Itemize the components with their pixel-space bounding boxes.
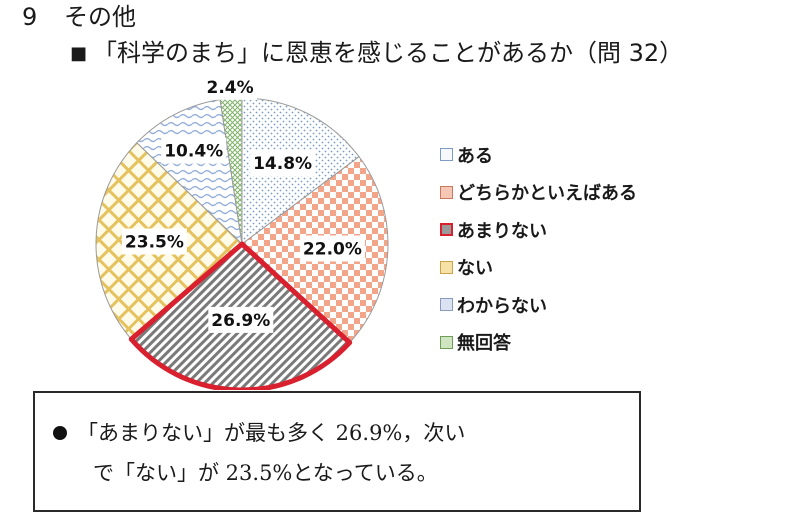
legend-label: 無回答 <box>457 333 511 355</box>
summary-box: 「あまりない」が最も多く 26.9%，次い で「ない」が 23.5%となっている… <box>33 391 641 512</box>
square-bullet-icon: ■ <box>70 43 88 64</box>
question-title-row: ■ 「科学のまち」に恩恵を感じることがあるか（問 32） <box>70 36 683 73</box>
legend: ある どちらかといえばある あまりない ない わからない 無回答 <box>440 136 637 361</box>
legend-item: わからない <box>440 286 637 324</box>
legend-item: ある <box>440 136 637 174</box>
summary-text-2: で「ない」が 23.5%となっている。 <box>93 461 438 485</box>
summary-text-1: 「あまりない」が最も多く 26.9%，次い <box>77 421 466 445</box>
slice-value-label: 2.4% <box>207 78 254 98</box>
slice-value-label: 23.5% <box>125 233 184 253</box>
slice-value-label: 22.0% <box>303 240 362 260</box>
legend-item: どちらかといえばある <box>440 174 637 212</box>
legend-item: ない <box>440 249 637 287</box>
legend-label: ある <box>457 145 493 167</box>
highlighted-slice-outline <box>128 241 353 390</box>
legend-swatch <box>440 298 453 312</box>
section-number: 9 <box>22 3 38 31</box>
legend-item: 無回答 <box>440 324 637 362</box>
legend-item: あまりない <box>440 211 637 249</box>
section-title: その他 <box>64 3 136 31</box>
question-title: 「科学のまち」に恩恵を感じることがあるか（問 32） <box>93 39 684 67</box>
legend-label: あまりない <box>457 220 547 242</box>
slice-label-background <box>208 306 274 333</box>
legend-swatch <box>440 148 453 162</box>
legend-label: わからない <box>457 295 547 317</box>
legend-swatch <box>440 185 453 199</box>
pie-slice-5 <box>136 99 243 246</box>
slice-label-background <box>121 228 187 255</box>
bullet-icon <box>53 426 67 440</box>
legend-swatch <box>440 260 453 274</box>
summary-line-1: 「あまりない」が最も多く 26.9%，次い <box>53 413 639 453</box>
section-heading: 9 その他 <box>22 0 136 34</box>
legend-label: ない <box>457 258 493 280</box>
slice-label-background <box>299 235 365 262</box>
legend-swatch <box>440 335 453 349</box>
legend-label: どちらかといえばある <box>457 183 637 205</box>
legend-swatch <box>440 223 453 237</box>
slice-value-label: 26.9% <box>211 311 270 331</box>
slice-value-label: 14.8% <box>253 154 312 174</box>
slice-label-background <box>161 137 227 164</box>
slice-value-label: 10.4% <box>164 142 223 162</box>
slice-label-background <box>250 150 316 177</box>
summary-line-2: で「ない」が 23.5%となっている。 <box>53 453 639 493</box>
slice-label-background <box>203 73 258 100</box>
pie-chart: 14.8% 22.0% 26.9% 23.5% 10.4% 2.4% <box>95 73 389 390</box>
